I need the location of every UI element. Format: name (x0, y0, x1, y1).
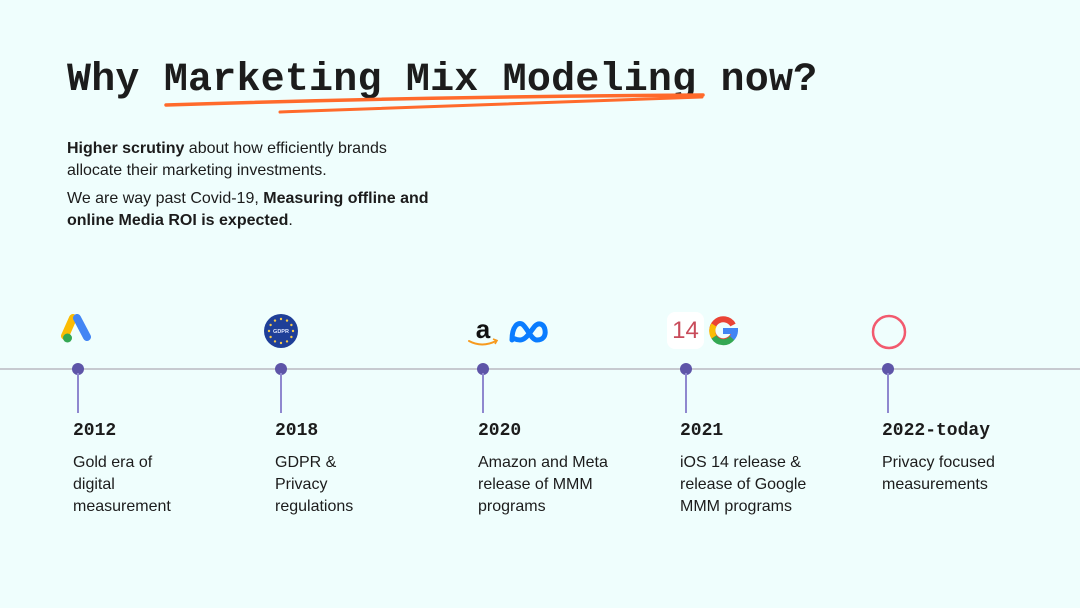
title-prefix: Why (67, 58, 164, 103)
intro-paragraph-2: We are way past Covid-19, Measuring offl… (67, 188, 437, 232)
timeline-dot (72, 363, 84, 375)
amazon-icon: a (468, 316, 499, 346)
timeline-dot (882, 363, 894, 375)
timeline-year: 2022-today (882, 421, 991, 441)
timeline-description: GDPR & Privacy regulations (275, 454, 354, 515)
timeline-year: 2018 (275, 421, 319, 441)
timeline-dot (275, 363, 287, 375)
timeline-stem (280, 373, 282, 413)
ios14-icon-text: 14 (672, 317, 699, 344)
timeline-dot (477, 363, 489, 375)
gdpr-icon: GDPR (264, 314, 298, 348)
intro-bold-1: Higher scrutiny (67, 140, 185, 157)
timeline-description: Gold era of digital measurement (73, 454, 171, 515)
privacy-ring-icon (871, 314, 907, 350)
timeline-stem (482, 373, 484, 413)
svg-text:a: a (476, 316, 491, 344)
intro-text: Higher scrutiny about how efficiently br… (67, 138, 437, 238)
google-ads-icon (61, 314, 91, 343)
google-icon (709, 316, 738, 346)
timeline-description: Amazon and Meta release of MMM programs (478, 454, 608, 515)
timeline-year: 2021 (680, 421, 724, 441)
orange-underline-scribble (164, 93, 705, 114)
timeline-axis (0, 368, 1080, 370)
ios14-icon: 14 (667, 312, 704, 349)
intro-text-1: about how efficiently brands allocate th… (67, 140, 387, 179)
intro-bold-2: Measuring offline and online Media ROI i… (67, 190, 429, 229)
meta-icon (509, 321, 548, 343)
timeline-stem (77, 373, 79, 413)
timeline-description: Privacy focused measurements (882, 454, 995, 493)
timeline-stem (685, 373, 687, 413)
timeline-year: 2012 (73, 421, 117, 441)
intro-paragraph-1: Higher scrutiny about how efficiently br… (67, 138, 437, 182)
timeline-dot (680, 363, 692, 375)
gdpr-icon-text: GDPR (273, 329, 289, 335)
timeline-stem (887, 373, 889, 413)
intro-text-2-end: . (288, 212, 293, 229)
timeline-year: 2020 (478, 421, 522, 441)
title-suffix: now? (696, 58, 818, 103)
timeline-description: iOS 14 release & release of Google MMM p… (680, 454, 807, 515)
intro-text-2: We are way past Covid-19, (67, 190, 264, 207)
